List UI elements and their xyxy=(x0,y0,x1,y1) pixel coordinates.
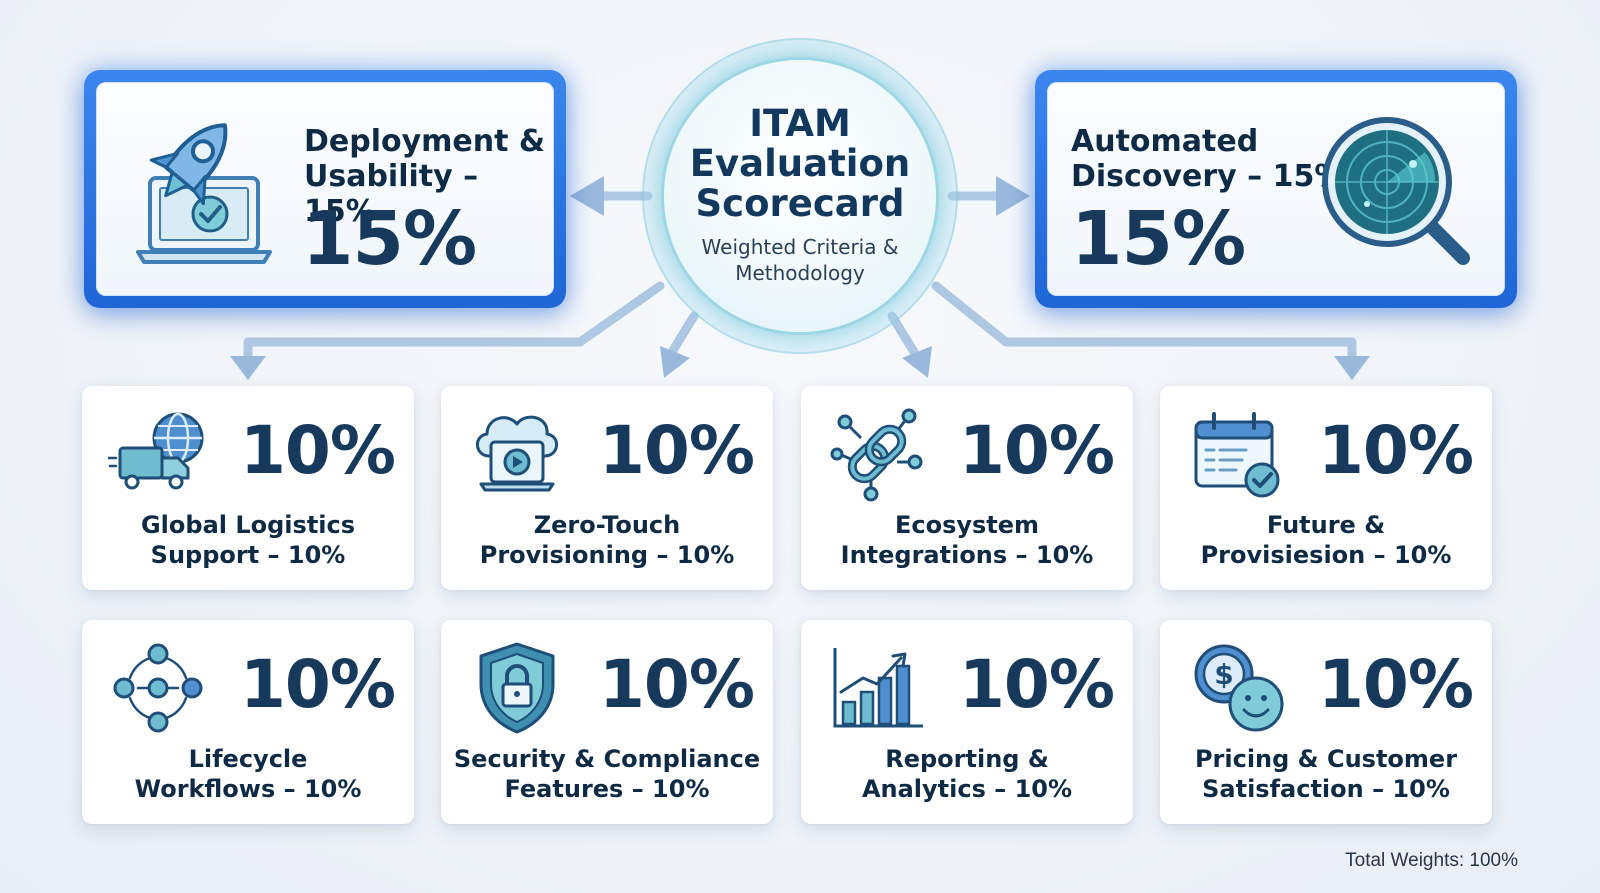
arrow-to-col3 xyxy=(887,311,919,357)
rocket-laptop-icon xyxy=(124,112,274,272)
criterion-label: Lifecycle Workflows – 10% xyxy=(134,745,362,803)
criterion-label: Zero-Touch Provisioning – 10% xyxy=(479,511,735,569)
arrowhead-col4 xyxy=(1334,356,1370,380)
radar-magnifier-icon xyxy=(1317,112,1477,272)
scorecard-hub: ITAM Evaluation Scorecard Weighted Crite… xyxy=(664,60,936,332)
criterion-percent: 10% xyxy=(240,646,396,723)
criterion-percent: 10% xyxy=(599,412,755,489)
svg-text:$: $ xyxy=(1214,658,1233,691)
cloud-laptop-play-icon xyxy=(467,404,567,504)
arrow-to-col2 xyxy=(667,311,699,357)
criterion-label: Ecosystem Integrations – 10% xyxy=(840,511,1094,569)
arrow-to-col1 xyxy=(243,281,665,365)
automated-discovery-label: Automated Discovery – 15% xyxy=(1071,124,1345,194)
arrowhead-left xyxy=(570,176,604,216)
criterion-label: Global Logistics Support – 10% xyxy=(140,511,356,569)
shield-lock-icon xyxy=(467,638,567,738)
criterion-card-reporting: 10% Reporting & Analytics – 10% xyxy=(801,620,1133,824)
criterion-percent: 10% xyxy=(959,412,1115,489)
automated-discovery-percent: 15% xyxy=(1071,196,1246,282)
criterion-percent: 10% xyxy=(599,646,755,723)
deployment-usability-card: Deployment & Usability – 15% 15% xyxy=(84,70,566,308)
truck-globe-icon xyxy=(108,404,208,504)
criterion-card-ecosystem: 10% Ecosystem Integrations – 10% xyxy=(801,386,1133,590)
hub-title: ITAM Evaluation Scorecard xyxy=(689,102,911,225)
criterion-card-security: 10% Security & Compliance Features – 10% xyxy=(441,620,773,824)
calendar-check-icon xyxy=(1186,404,1286,504)
deployment-usability-label: Deployment & Usability – 15% xyxy=(304,124,546,229)
criterion-percent: 10% xyxy=(240,412,396,489)
criterion-card-future: 10% Future & Provisiesion – 10% xyxy=(1160,386,1492,590)
chain-link-network-icon xyxy=(827,404,927,504)
criterion-label: Security & Compliance Features – 10% xyxy=(453,745,761,803)
dollar-smiley-icon: $ xyxy=(1186,638,1286,738)
cycle-workflow-icon xyxy=(108,638,208,738)
criterion-card-global-logistics: 10% Global Logistics Support – 10% xyxy=(82,386,414,590)
criterion-label: Reporting & Analytics – 10% xyxy=(861,745,1073,803)
arrowhead-right xyxy=(996,176,1030,216)
criterion-card-lifecycle: 10% Lifecycle Workflows – 10% xyxy=(82,620,414,824)
criterion-label: Pricing & Customer Satisfaction – 10% xyxy=(1194,745,1458,803)
arrow-to-col4 xyxy=(931,281,1357,365)
arrowhead-col1 xyxy=(230,356,266,380)
hub-subtitle: Weighted Criteria & Methodology xyxy=(701,235,899,285)
deployment-usability-percent: 15% xyxy=(302,196,477,282)
criterion-card-pricing: $ 10% Pricing & Customer Satisfaction – … xyxy=(1160,620,1492,824)
criterion-label: Future & Provisiesion – 10% xyxy=(1200,511,1452,569)
criterion-card-zero-touch: 10% Zero-Touch Provisioning – 10% xyxy=(441,386,773,590)
criterion-percent: 10% xyxy=(1318,412,1474,489)
arrowhead-col2 xyxy=(660,346,690,378)
bar-chart-trend-icon xyxy=(827,638,927,738)
arrowhead-col3 xyxy=(902,346,932,378)
total-weights-note: Total Weights: 100% xyxy=(1345,850,1518,871)
criterion-percent: 10% xyxy=(959,646,1115,723)
automated-discovery-card: Automated Discovery – 15% 15% xyxy=(1035,70,1517,308)
criterion-percent: 10% xyxy=(1318,646,1474,723)
